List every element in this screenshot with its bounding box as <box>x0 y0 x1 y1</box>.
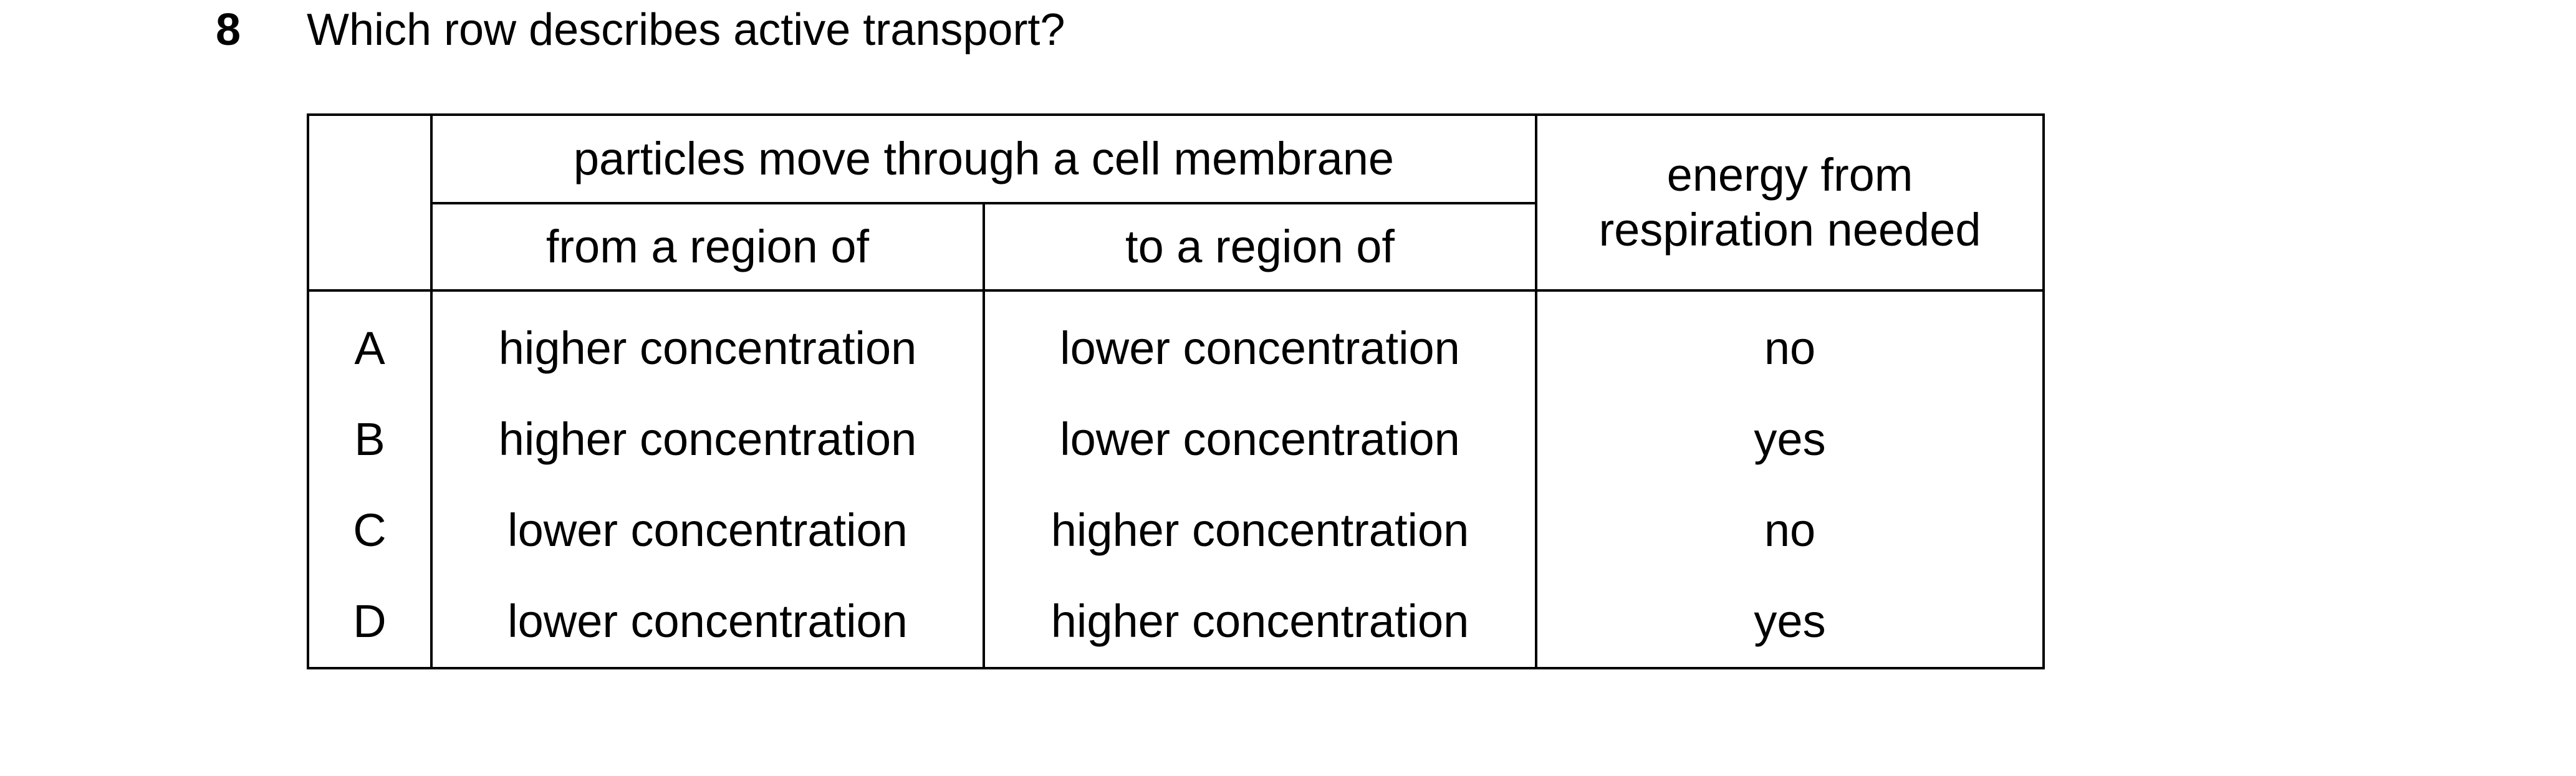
energy-header: energy from respiration needed <box>1535 113 2045 292</box>
row-energy: no <box>1535 290 2045 394</box>
table-row: D lower concentration higher concentrati… <box>307 576 2045 669</box>
question-text: Which row describes active transport? <box>307 5 1065 55</box>
row-to: lower concentration <box>983 290 1537 394</box>
row-energy: yes <box>1535 394 2045 485</box>
row-to: lower concentration <box>983 394 1537 485</box>
row-letter: D <box>307 576 433 669</box>
energy-header-line2: respiration needed <box>1598 204 1981 256</box>
row-letter: C <box>307 485 433 576</box>
row-from: higher concentration <box>430 290 985 394</box>
from-header: from a region of <box>430 202 985 292</box>
row-to: higher concentration <box>983 485 1537 576</box>
row-from: higher concentration <box>430 394 985 485</box>
table-row: B higher concentration lower concentrati… <box>307 394 2045 485</box>
table-subheader-row: from a region of to a region of <box>308 202 2044 292</box>
letter-header-cell <box>307 113 433 292</box>
question-number: 8 <box>216 5 241 55</box>
table-row: A higher concentration lower concentrati… <box>307 290 2045 394</box>
to-header: to a region of <box>983 202 1537 292</box>
table-row: C lower concentration higher concentrati… <box>307 485 2045 576</box>
energy-header-line1: energy from <box>1666 149 1913 201</box>
row-energy: yes <box>1535 576 2045 669</box>
row-from: lower concentration <box>430 576 985 669</box>
row-from: lower concentration <box>430 485 985 576</box>
group-header: particles move through a cell membrane <box>430 113 1537 204</box>
row-letter: B <box>307 394 433 485</box>
row-letter: A <box>307 290 433 394</box>
table-header-row: particles move through a cell membrane e… <box>307 113 2045 292</box>
options-table: particles move through a cell membrane e… <box>307 113 2045 669</box>
row-energy: no <box>1535 485 2045 576</box>
row-to: higher concentration <box>983 576 1537 669</box>
